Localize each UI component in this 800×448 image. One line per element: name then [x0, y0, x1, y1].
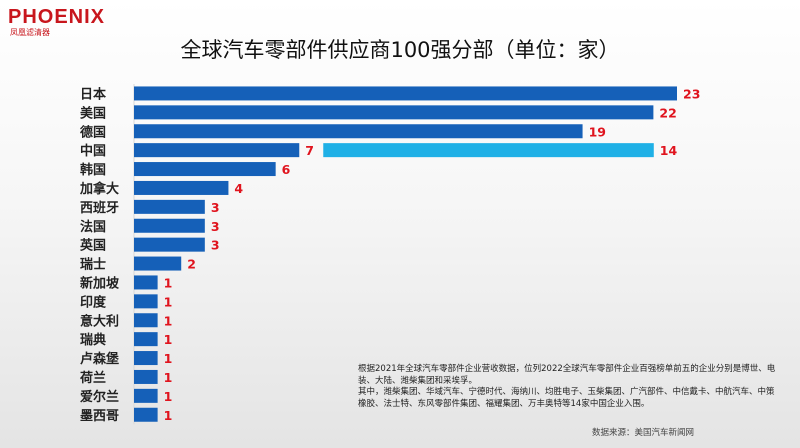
bar [134, 86, 677, 101]
bar [134, 143, 300, 158]
chart-note: 根据2021年全球汽车零部件企业营收数据，位列2022全球汽车零部件企业百强榜单… [358, 364, 778, 410]
category-label: 荷兰 [79, 370, 106, 386]
category-label: 法国 [80, 219, 106, 235]
brand-subtitle: 凤凰滤清器 [10, 28, 50, 37]
bar [134, 294, 158, 309]
bar [134, 105, 654, 120]
bar [134, 332, 158, 347]
value-label: 1 [164, 370, 173, 385]
category-label: 韩国 [80, 162, 106, 178]
value-label: 3 [211, 200, 220, 215]
bar [134, 199, 205, 214]
bar [134, 124, 583, 139]
value-label: 22 [659, 105, 676, 120]
value-label-extra: 14 [660, 143, 678, 158]
bar [134, 351, 158, 366]
bar-extra [323, 143, 654, 158]
bar [134, 407, 158, 422]
category-label: 加拿大 [79, 181, 119, 197]
value-label: 23 [683, 86, 700, 101]
category-label: 爱尔兰 [80, 389, 119, 405]
category-label: 墨西哥 [80, 408, 119, 424]
category-label: 日本 [80, 86, 106, 102]
category-label: 意大利 [80, 313, 119, 329]
chart-title: 全球汽车零部件供应商100强分部（单位：家） [180, 38, 620, 62]
note-line-1: 根据2021年全球汽车零部件企业营收数据，位列2022全球汽车零部件企业百强榜单… [358, 364, 776, 386]
bar [134, 180, 229, 195]
value-label: 1 [164, 351, 173, 366]
category-label: 瑞典 [80, 332, 106, 348]
category-label: 新加坡 [80, 275, 120, 291]
value-label: 4 [234, 181, 243, 196]
category-label: 美国 [80, 105, 106, 121]
value-label: 3 [211, 219, 220, 234]
value-label: 1 [164, 332, 173, 347]
brand-name: PHOENIX [8, 6, 106, 28]
bar [134, 237, 205, 252]
category-label: 英国 [79, 238, 106, 254]
category-label: 西班牙 [80, 200, 119, 216]
category-label: 瑞士 [80, 257, 106, 273]
note-line-2: 其中，潍柴集团、华域汽车、宁德时代、海纳川、均胜电子、玉柴集团、广汽部件、中信戴… [358, 387, 775, 409]
value-label: 1 [164, 313, 173, 328]
value-label: 1 [164, 294, 173, 309]
bar [134, 388, 158, 403]
bar [134, 313, 158, 328]
category-label: 德国 [80, 124, 106, 140]
brand-logo: PHOENIX 凤凰滤清器 [8, 6, 118, 38]
value-label: 2 [187, 257, 196, 272]
bar [134, 369, 158, 384]
value-label: 19 [589, 124, 606, 139]
value-label: 1 [164, 389, 173, 404]
value-label: 1 [164, 408, 173, 423]
bar [134, 218, 205, 233]
value-label: 3 [211, 238, 220, 253]
category-label: 中国 [80, 143, 106, 159]
bar [134, 162, 276, 177]
category-label: 卢森堡 [80, 351, 119, 367]
bar [134, 256, 182, 271]
category-label: 印度 [80, 294, 107, 310]
value-label: 6 [282, 162, 291, 177]
value-label: 7 [305, 143, 314, 158]
value-label: 1 [164, 275, 173, 290]
data-source: 数据来源：美国汽车新闻网 [592, 428, 695, 438]
bar [134, 275, 158, 290]
